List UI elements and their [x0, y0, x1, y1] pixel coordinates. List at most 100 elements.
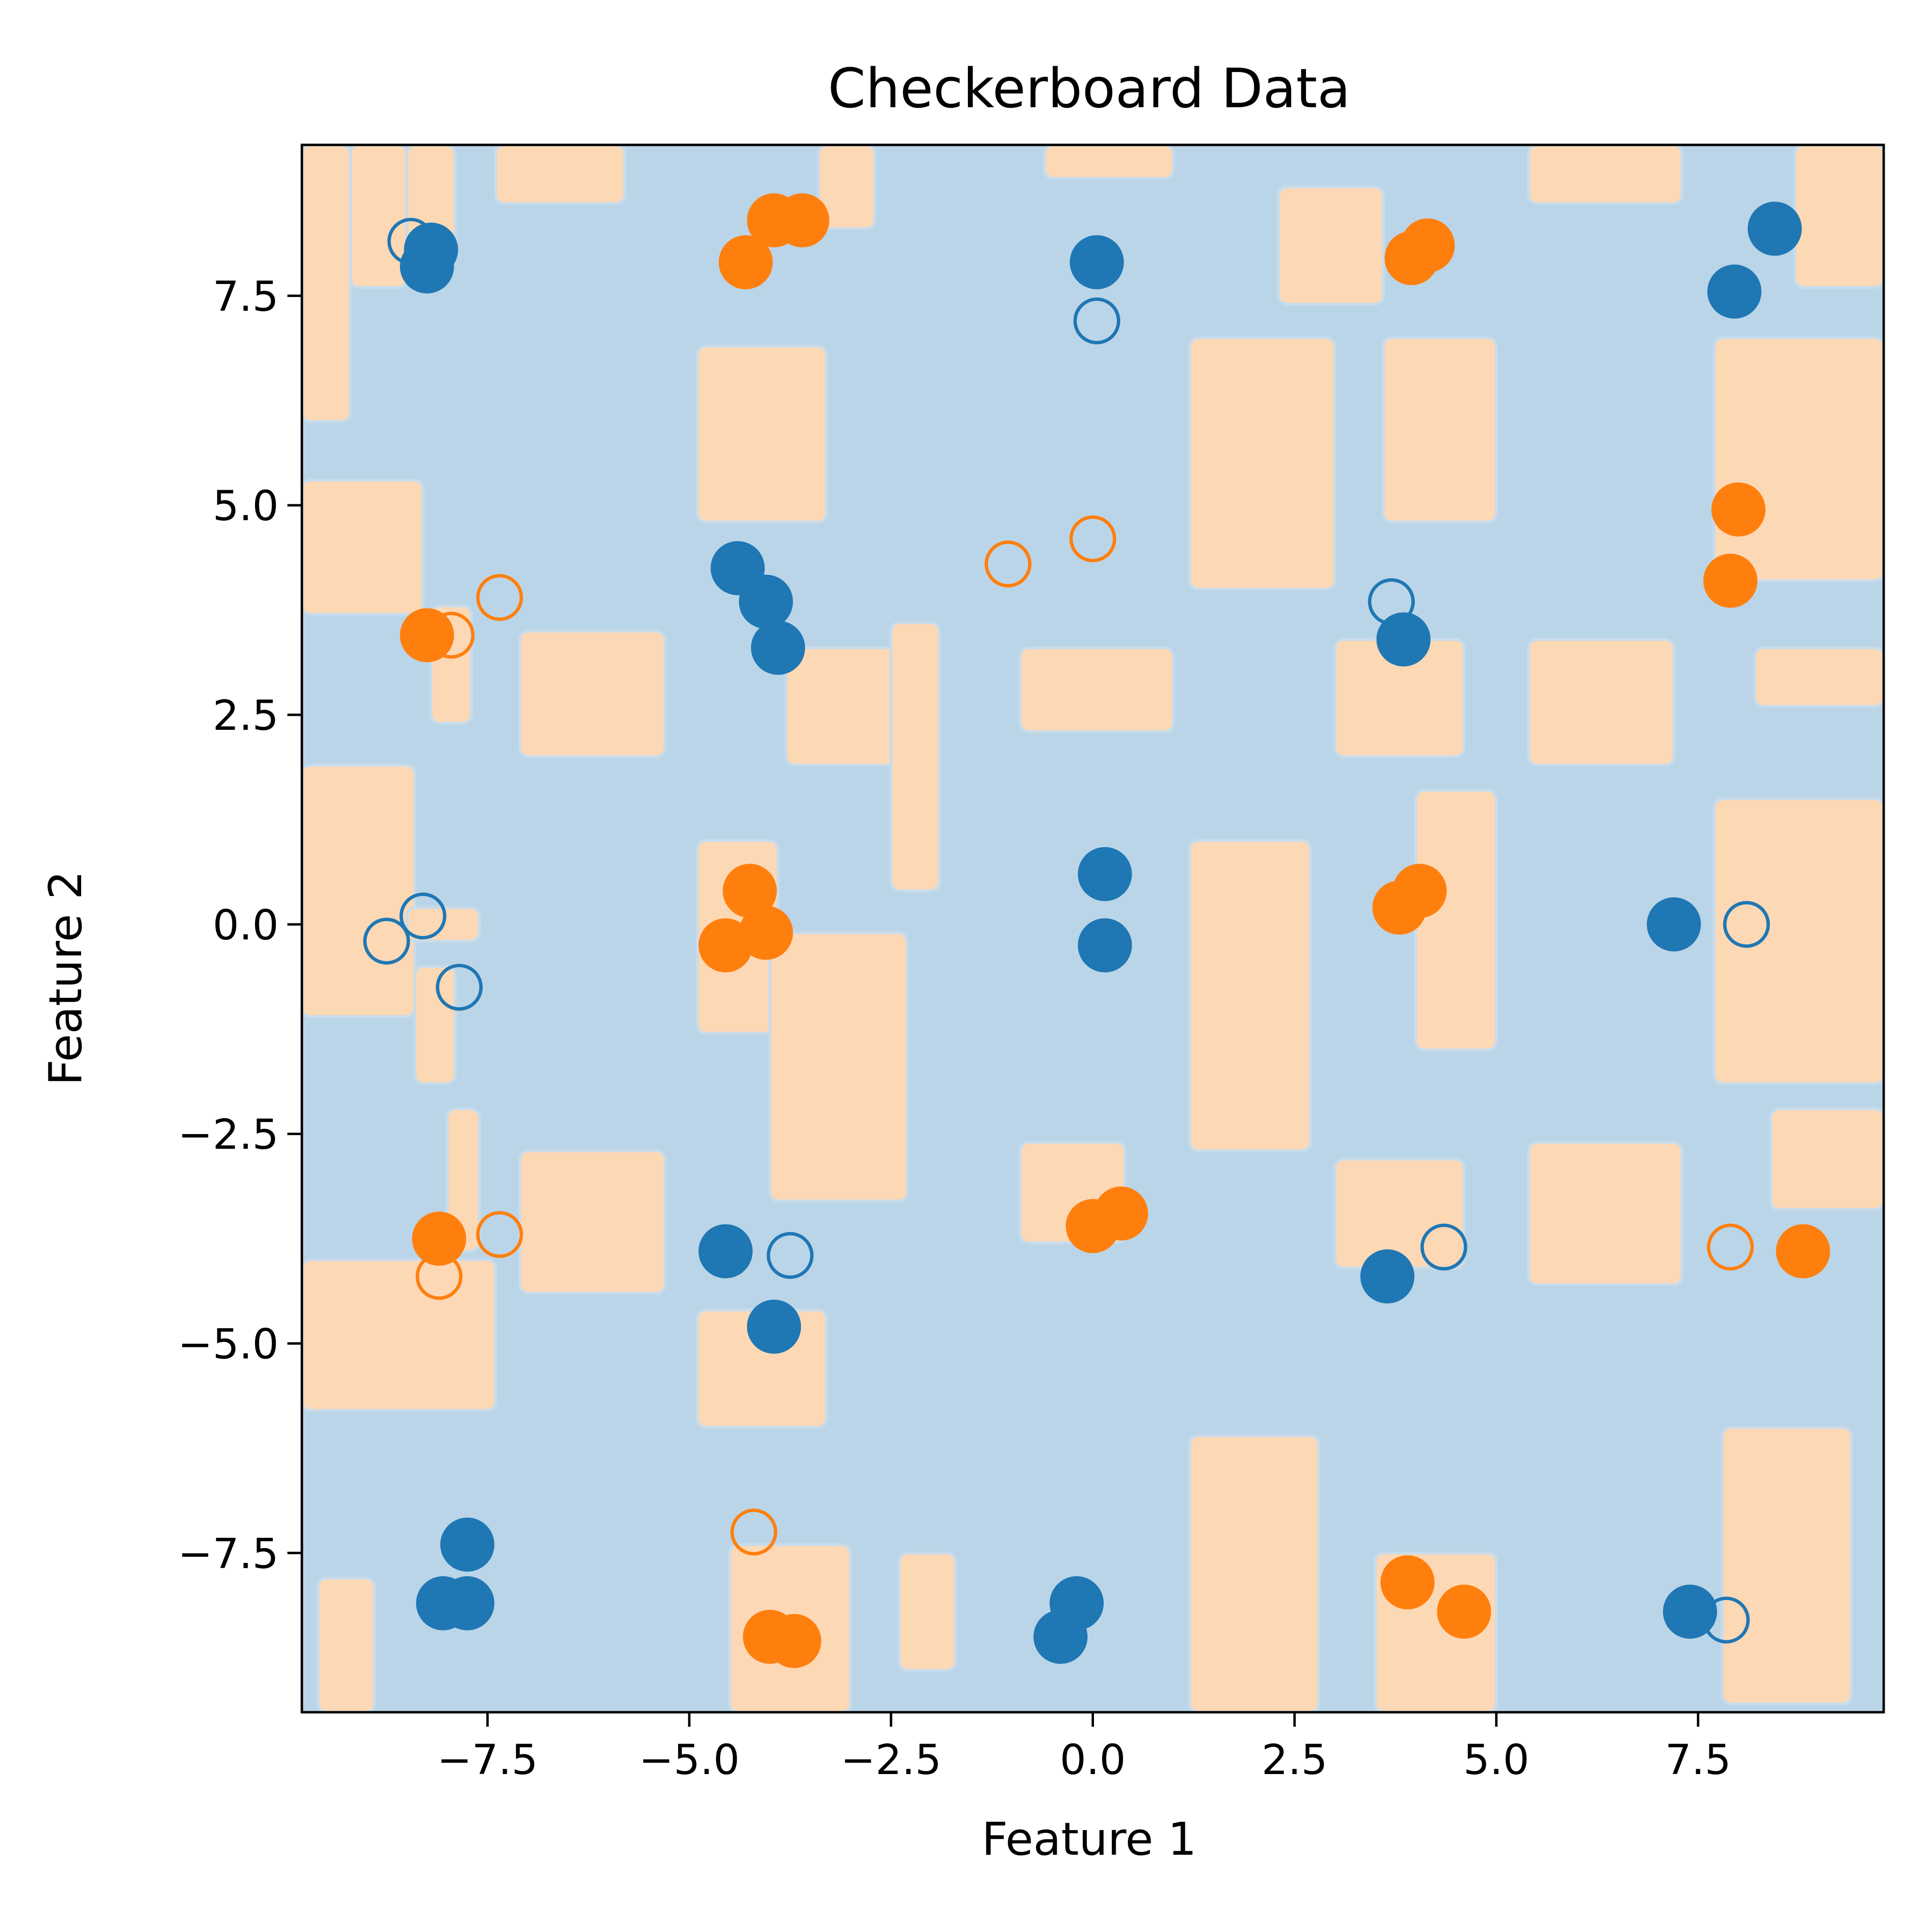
point-class-1-filled — [1384, 231, 1439, 285]
region-class-1-patch — [302, 145, 352, 423]
point-class-0-filled — [751, 621, 805, 675]
region-class-1-patch — [784, 646, 909, 767]
point-class-0-hollow — [399, 892, 447, 939]
point-class-1-filled — [723, 864, 777, 918]
region-class-1-patch — [1043, 145, 1175, 180]
region-class-1-patch — [1769, 1107, 1884, 1211]
x-tick-label: 2.5 — [1262, 1736, 1328, 1784]
point-class-0-filled — [739, 574, 793, 629]
point-class-0-hollow — [1073, 297, 1121, 344]
point-class-0-hollow — [1420, 1223, 1467, 1271]
point-class-0-hollow — [387, 218, 435, 265]
point-class-1-filled — [412, 1211, 467, 1266]
y-tick-label: 7.5 — [213, 272, 279, 321]
point-class-1-hollow — [427, 611, 475, 659]
region-class-1-patch — [349, 145, 409, 289]
x-tick-label: −2.5 — [840, 1736, 941, 1784]
point-class-1-filled — [1703, 554, 1758, 608]
point-class-0-filled — [1647, 897, 1701, 952]
region-class-1-patch — [817, 145, 877, 230]
x-axis-ticks: −7.5 −5.0 −2.5 0.0 2.5 5.0 7.5 — [437, 1712, 1731, 1784]
point-class-0-filled — [1360, 1249, 1415, 1304]
point-class-1-filled — [719, 235, 773, 289]
region-class-1-patch — [1019, 646, 1175, 733]
x-tick-label: 0.0 — [1060, 1736, 1126, 1784]
point-class-0-filled — [1033, 1609, 1088, 1664]
point-class-1-filled — [698, 918, 753, 973]
point-class-1-filled — [1094, 1186, 1148, 1241]
x-tick-label: 7.5 — [1665, 1736, 1731, 1784]
point-class-0-filled — [1747, 201, 1802, 256]
x-tick-label: −5.0 — [639, 1736, 740, 1784]
region-class-1-patch — [1793, 145, 1884, 289]
x-tick-label: −7.5 — [437, 1736, 538, 1784]
point-class-0-filled — [440, 1576, 495, 1631]
x-tick-label: 5.0 — [1463, 1736, 1530, 1784]
decision-regions — [302, 145, 1884, 1712]
region-class-1-patch — [1333, 1157, 1466, 1270]
region-class-1-patch — [445, 1107, 481, 1253]
point-class-1-hollow — [1069, 515, 1116, 563]
y-tick-label: 5.0 — [213, 482, 279, 530]
point-class-0-hollow — [1723, 901, 1770, 948]
region-class-1-patch — [1713, 336, 1884, 582]
point-class-0-hollow — [363, 918, 410, 965]
y-axis-label: Feature 2 — [40, 871, 92, 1086]
region-class-1-patch — [302, 764, 416, 1018]
region-class-1-patch — [1382, 336, 1498, 524]
point-class-1-filled — [1437, 1584, 1492, 1639]
point-class-1-filled — [1776, 1224, 1830, 1279]
point-class-0-hollow — [1703, 1596, 1750, 1644]
point-class-0-filled — [1078, 918, 1132, 973]
point-class-0-hollow — [436, 964, 483, 1011]
region-class-1-patch — [518, 1149, 667, 1295]
chart-title: Checkerboard Data — [828, 57, 1350, 120]
point-class-0-filled — [440, 1517, 495, 1572]
point-class-1-hollow — [415, 1253, 463, 1300]
point-class-0-hollow — [767, 1232, 814, 1279]
region-class-1-patch — [1188, 839, 1312, 1152]
point-class-1-filled — [1380, 1555, 1435, 1610]
y-tick-label: −7.5 — [178, 1530, 279, 1578]
region-class-1-patch — [413, 965, 457, 1085]
point-class-1-filled — [399, 608, 454, 663]
region-class-1-patch — [302, 479, 425, 616]
region-class-1-patch — [518, 629, 667, 758]
region-class-1-patch — [1414, 789, 1498, 1052]
point-class-1-filled — [1392, 864, 1447, 918]
region-class-1-patch — [1188, 1434, 1321, 1712]
region-class-1-patch — [1753, 646, 1884, 708]
region-class-1-patch — [316, 1577, 376, 1712]
point-class-1-hollow — [476, 574, 523, 621]
point-class-1-hollow — [1707, 1223, 1754, 1271]
region-class-1-patch — [1720, 1426, 1853, 1705]
region-class-1-patch — [1527, 1141, 1684, 1286]
point-class-0-filled — [698, 1224, 753, 1279]
region-class-1-patch — [1713, 797, 1884, 1085]
point-class-0-hollow — [1368, 578, 1415, 625]
point-class-1-filled — [1711, 482, 1766, 537]
region-class-1-patch — [1277, 185, 1385, 306]
point-class-0-filled — [1078, 847, 1132, 901]
region-class-1-patch — [302, 1258, 497, 1412]
point-class-1-filled — [767, 1614, 822, 1668]
point-class-1-hollow — [730, 1508, 778, 1556]
y-axis-ticks: −7.5 −5.0 −2.5 0.0 2.5 5.0 7.5 — [178, 272, 302, 1578]
point-class-0-filled — [747, 1299, 801, 1354]
y-tick-label: 2.5 — [213, 692, 279, 740]
y-tick-label: −2.5 — [178, 1111, 279, 1159]
point-class-1-filled — [775, 193, 829, 248]
region-class-1-patch — [696, 344, 828, 524]
region-class-1-patch — [494, 145, 626, 205]
region-class-1-patch — [889, 621, 941, 893]
region-class-1-patch — [1527, 145, 1684, 205]
y-tick-label: −5.0 — [178, 1320, 279, 1368]
point-class-0-filled — [1069, 235, 1124, 289]
y-tick-label: 0.0 — [213, 901, 279, 950]
point-class-1-hollow — [984, 540, 1032, 588]
point-class-0-filled — [399, 239, 454, 294]
data-points — [363, 193, 1830, 1668]
x-axis-label: Feature 1 — [982, 1813, 1197, 1866]
